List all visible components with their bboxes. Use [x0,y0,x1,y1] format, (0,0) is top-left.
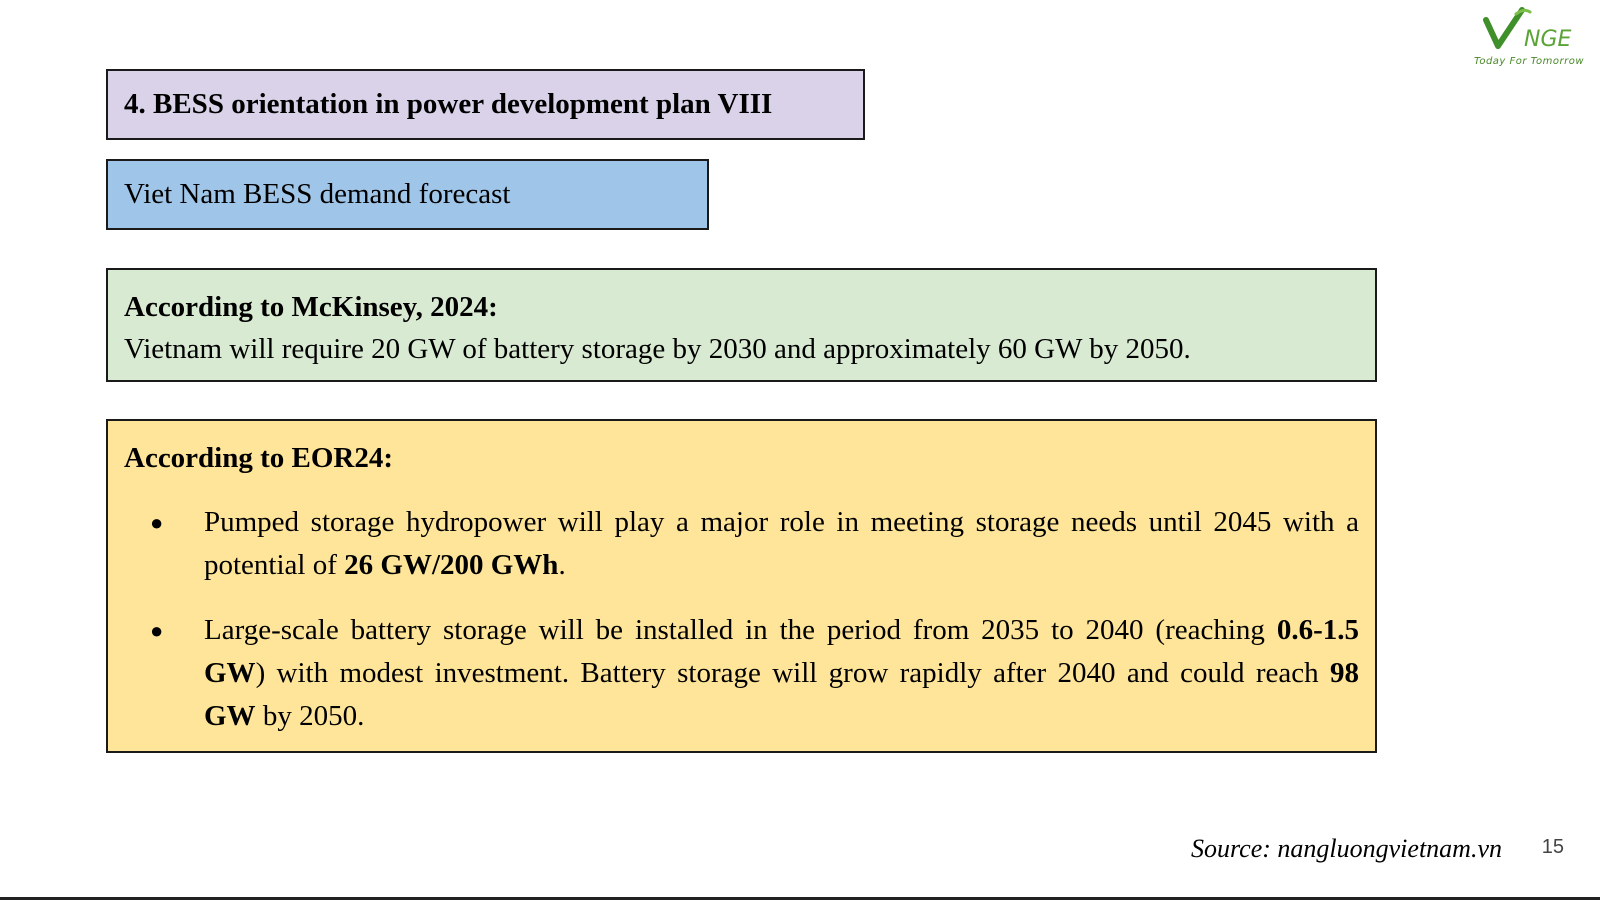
bullet-icon: ● [150,510,164,535]
vnge-logo-mark: NGE [1483,7,1572,52]
eor-panel: According to EOR24: ● Pumped storage hyd… [106,419,1377,753]
bullet-text: Large-scale battery storage will be inst… [204,614,1277,646]
bullet-text: by 2050. [255,700,365,732]
mckinsey-text: Vietnam will require 20 GW of battery st… [124,333,1191,365]
bullet-text: Pumped storage hydropower will play a ma… [204,506,1359,581]
bullet-bold-value: 26 GW/200 GWh [344,549,559,581]
eor-bullet-list: ● Pumped storage hydropower will play a … [124,501,1359,738]
list-item: ● Large-scale battery storage will be in… [124,609,1359,738]
list-item: ● Pumped storage hydropower will play a … [124,501,1359,587]
page-number: 15 [1541,836,1564,858]
bottom-divider [0,897,1600,900]
svg-text:NGE: NGE [1524,27,1572,52]
eor-heading: According to EOR24: [124,442,394,474]
bullet-bold-value: 0.6-1.5 GW [204,614,1359,689]
bullet-text: . [558,549,566,581]
mckinsey-heading: According to McKinsey, 2024: [124,291,498,323]
bullet-text: ) with modest investment. Battery storag… [255,657,1330,689]
bullet-bold-value: 98 GW [204,657,1359,732]
section-subtitle: Viet Nam BESS demand forecast [106,159,709,230]
logo-tagline: Today For Tomorrow [1473,56,1585,67]
bullet-icon: ● [150,618,164,643]
mckinsey-panel: According to McKinsey, 2024: Vietnam wil… [106,268,1377,382]
slide-title: 4. BESS orientation in power development… [106,69,865,140]
source-citation: Source: nangluongvietnam.vn [1191,834,1502,863]
vnge-logo: NGE Today For Tomorrow [1464,6,1594,70]
